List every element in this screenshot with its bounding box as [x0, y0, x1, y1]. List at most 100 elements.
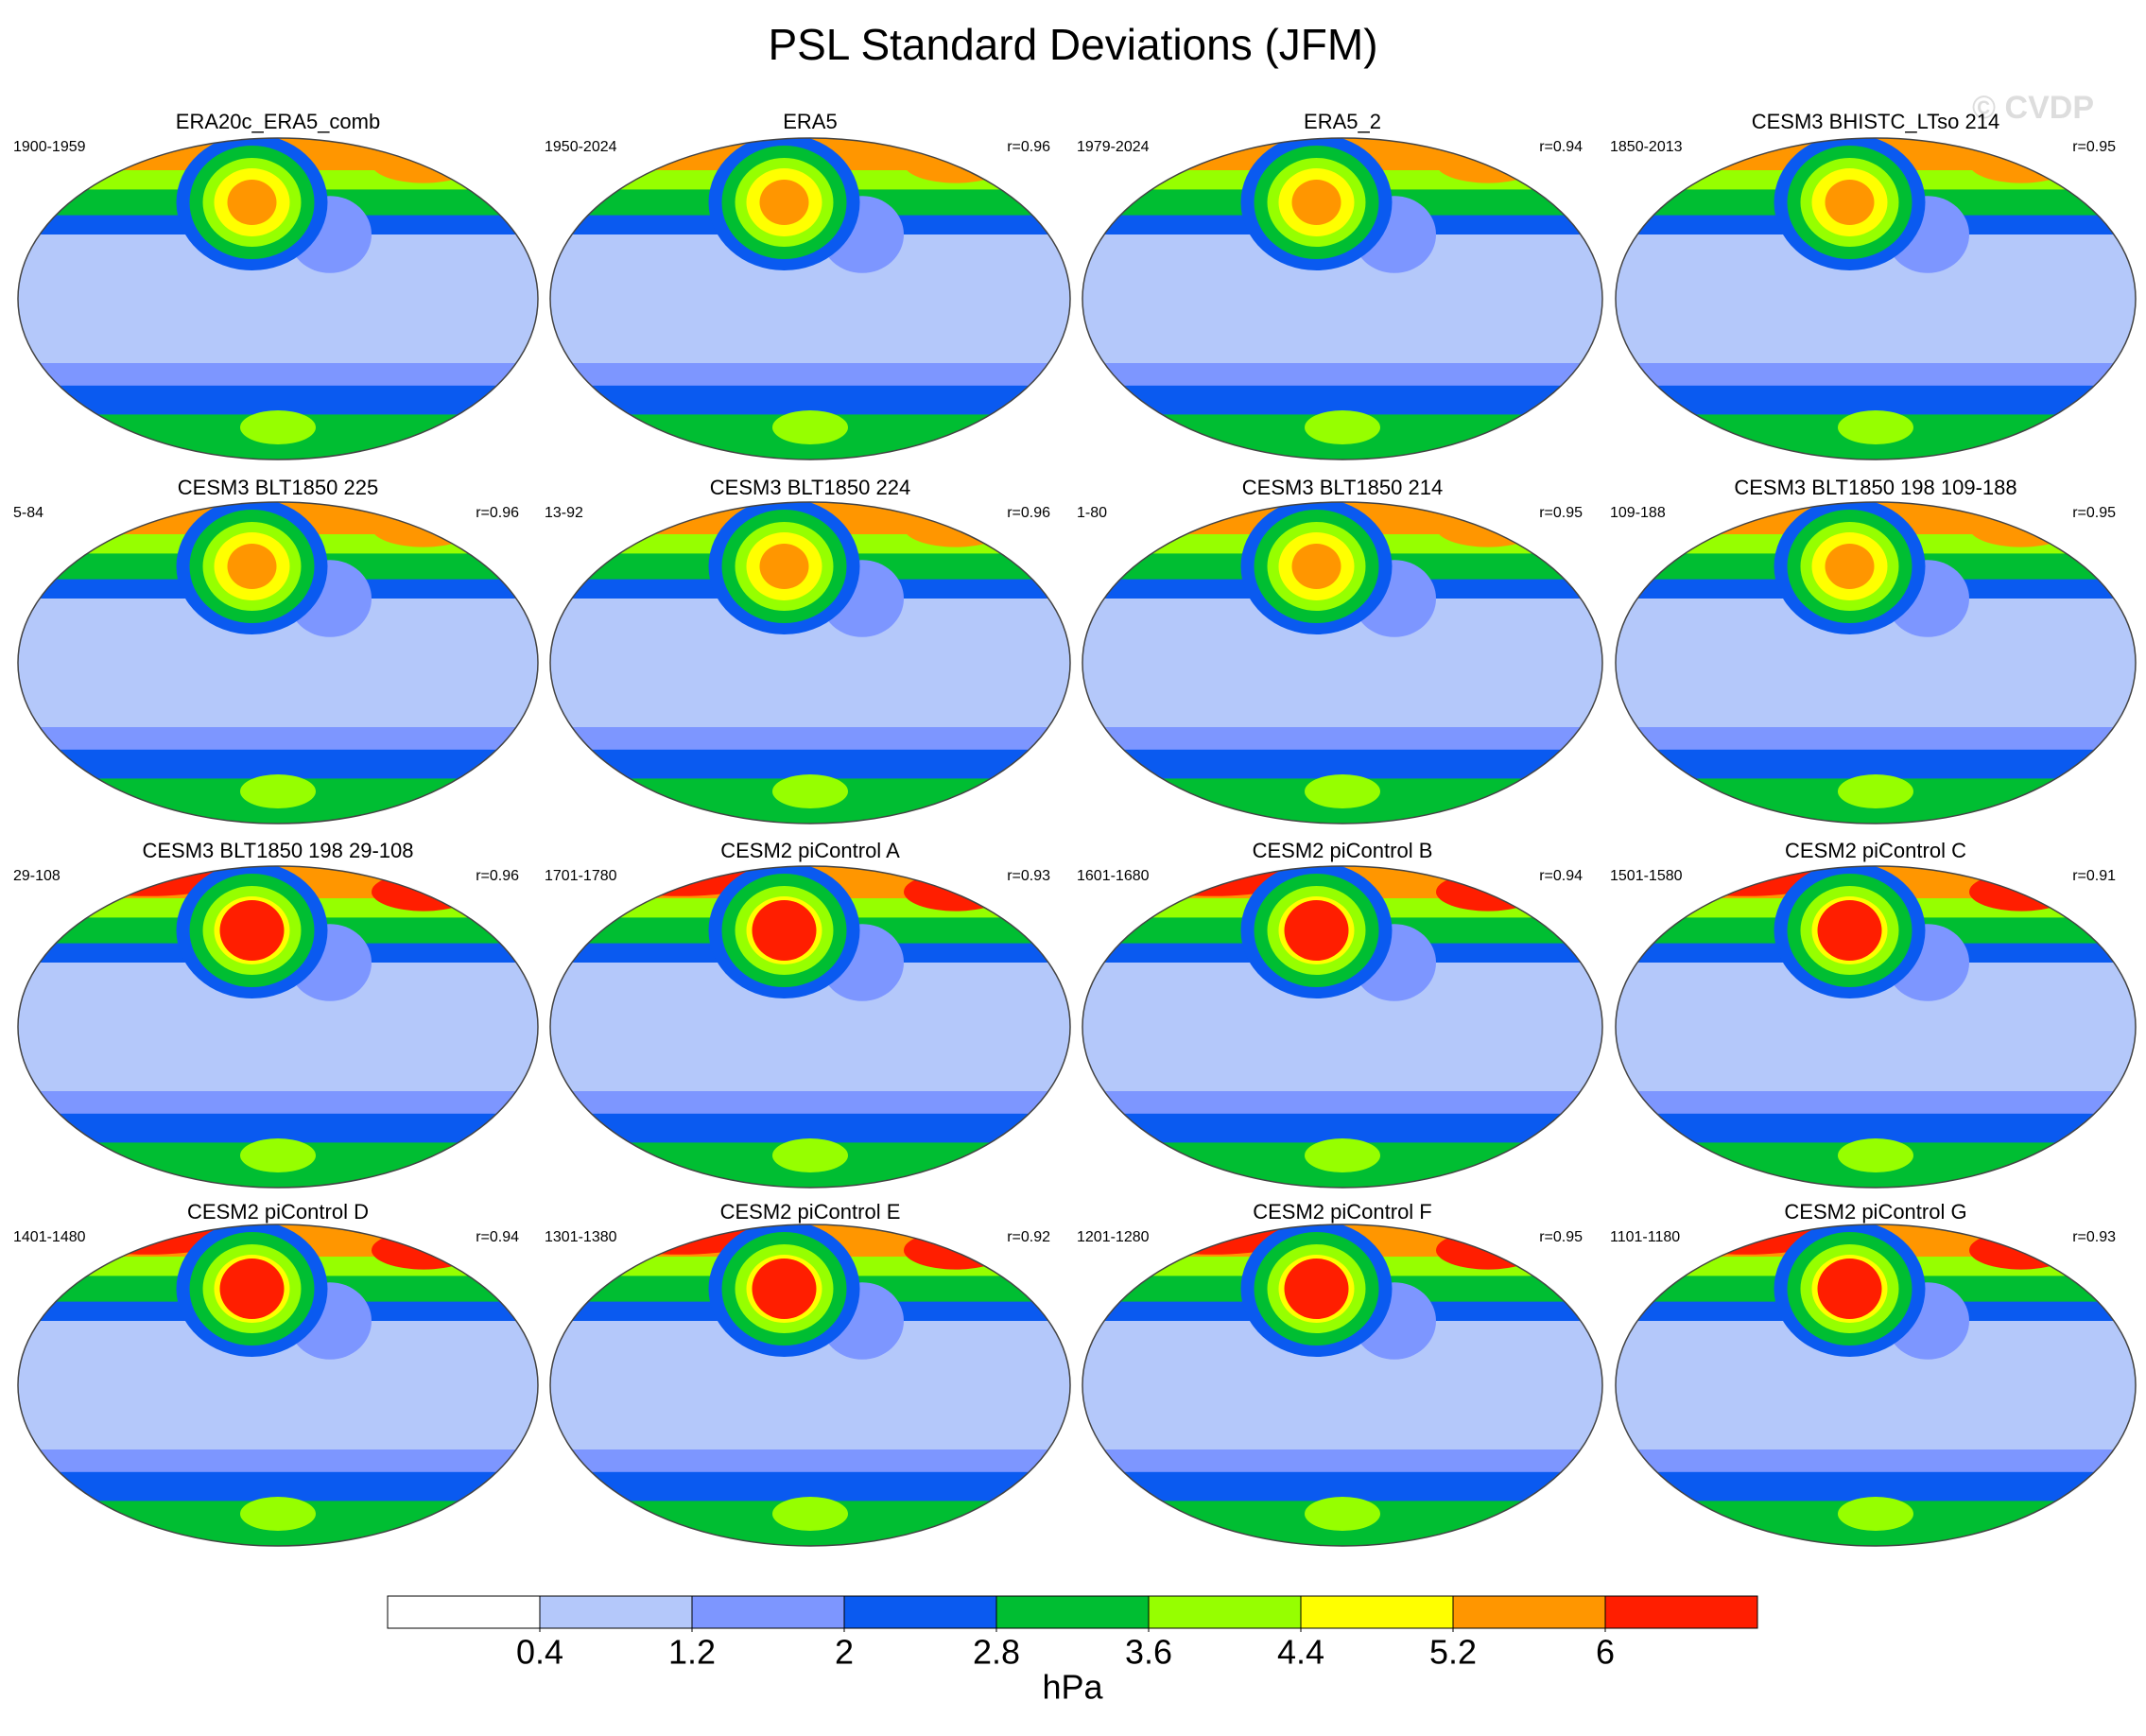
watermark: © CVDP: [1972, 90, 2094, 126]
blob: [772, 1497, 848, 1531]
panel-title: CESM2 piControl F: [1253, 1200, 1432, 1224]
outline: [549, 501, 1071, 825]
panel-r: r=0.93: [2072, 1229, 2116, 1245]
blob: [752, 1259, 817, 1319]
blob: [1305, 1138, 1380, 1172]
colorbar-box: [691, 1595, 845, 1629]
band: [372, 508, 476, 547]
panel-period: 1101-1180: [1610, 1229, 1680, 1245]
colorbar-label: 5.2: [1429, 1633, 1477, 1672]
panel-period: 1701-1780: [545, 868, 617, 884]
panel-title: CESM3 BLT1850 224: [710, 476, 910, 499]
band: [904, 872, 1008, 911]
blob: [1838, 1497, 1913, 1531]
blob: [219, 1259, 285, 1319]
blob: [240, 410, 316, 444]
blob: [1305, 1497, 1380, 1531]
colorbar-box: [1300, 1595, 1454, 1629]
band: [1436, 508, 1540, 547]
panel-r: r=0.95: [1539, 505, 1583, 521]
panel-period: 109-188: [1610, 505, 1666, 521]
band: [372, 872, 476, 911]
panel-title: CESM2 piControl C: [1785, 839, 1966, 862]
blob: [1825, 180, 1875, 225]
map: [18, 138, 538, 460]
blob: [1284, 1259, 1349, 1319]
blob: [772, 774, 848, 808]
colorbar-box: [995, 1595, 1150, 1629]
panel-r: r=0.92: [1007, 1229, 1050, 1245]
map: [1616, 502, 2136, 824]
blob: [219, 900, 285, 961]
panel-r: r=0.96: [476, 505, 519, 521]
panel-r: r=0.94: [476, 1229, 519, 1245]
panel-title: CESM2 piControl D: [187, 1200, 369, 1224]
outline: [1082, 1224, 1603, 1547]
panel-r: r=0.91: [2072, 868, 2116, 884]
panel-title: CESM2 piControl A: [720, 839, 900, 862]
panel-period: 5-84: [13, 505, 43, 521]
band: [1969, 508, 2073, 547]
band: [1436, 872, 1540, 911]
map: [18, 1224, 538, 1546]
colorbar-box: [539, 1595, 693, 1629]
map: [1082, 866, 1602, 1188]
band: [1436, 1230, 1540, 1270]
blob: [227, 180, 277, 225]
panel-period: 1401-1480: [13, 1229, 86, 1245]
blob: [1305, 410, 1380, 444]
colorbar-label: 1.2: [668, 1633, 716, 1672]
blob: [1284, 900, 1349, 961]
blob: [752, 900, 817, 961]
band: [904, 1230, 1008, 1270]
panel-period: 1850-2013: [1610, 139, 1683, 155]
blob: [1838, 410, 1913, 444]
panel-r: r=0.94: [1539, 868, 1583, 884]
panel-title: CESM2 piControl B: [1253, 839, 1433, 862]
panel-title: CESM2 piControl E: [720, 1200, 901, 1224]
colorbar-label: 6: [1596, 1633, 1615, 1672]
panel-title: CESM3 BLT1850 225: [178, 476, 378, 499]
blob: [1305, 774, 1380, 808]
panel-r: r=0.96: [476, 868, 519, 884]
panel-title: CESM3 BHISTC_LTso 214: [1752, 110, 1999, 133]
colorbar-label: 4.4: [1277, 1633, 1324, 1672]
outline: [1615, 865, 2137, 1189]
panel-period: 1-80: [1077, 505, 1107, 521]
blob: [759, 180, 809, 225]
panel-title: ERA20c_ERA5_comb: [176, 110, 380, 133]
map: [1082, 1224, 1602, 1546]
map: [18, 502, 538, 824]
panel-r: r=0.96: [1007, 139, 1050, 155]
blob: [772, 1138, 848, 1172]
panel-r: r=0.95: [1539, 1229, 1583, 1245]
colorbar-label: 3.6: [1125, 1633, 1172, 1672]
map: [1082, 502, 1602, 824]
panel-title: CESM3 BLT1850 214: [1242, 476, 1443, 499]
panel-period: 13-92: [545, 505, 583, 521]
band: [1969, 1230, 2073, 1270]
map: [550, 138, 1070, 460]
colorbar-box: [843, 1595, 997, 1629]
panel-r: r=0.96: [1007, 505, 1050, 521]
band: [1436, 144, 1540, 183]
blob: [240, 1138, 316, 1172]
blob: [1817, 1259, 1882, 1319]
band: [904, 144, 1008, 183]
outline: [17, 1224, 539, 1547]
map: [1082, 138, 1602, 460]
outline: [1615, 1224, 2137, 1547]
panel-r: r=0.95: [2072, 505, 2116, 521]
outline: [1082, 501, 1603, 825]
colorbar-label: 2.8: [973, 1633, 1020, 1672]
colorbar-label: 0.4: [516, 1633, 563, 1672]
outline: [17, 137, 539, 460]
panel-title: ERA5: [783, 110, 837, 133]
outline: [1082, 137, 1603, 460]
blob: [1291, 544, 1341, 589]
panel-period: 1601-1680: [1077, 868, 1150, 884]
panel-period: 1201-1280: [1077, 1229, 1150, 1245]
band: [904, 508, 1008, 547]
blob: [772, 410, 848, 444]
